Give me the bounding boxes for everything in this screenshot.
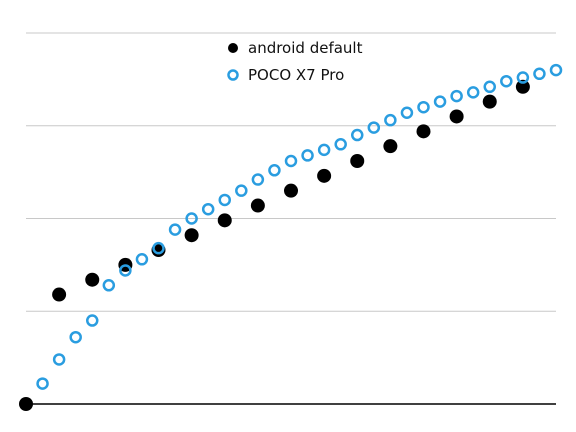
point-poco-x7-pro-20	[367, 121, 381, 134]
point-poco-x7-pro-18	[334, 138, 347, 151]
point-poco-x7-pro-26	[466, 86, 480, 99]
point-poco-x7-pro-3	[86, 314, 99, 327]
point-poco-x7-pro-8	[168, 223, 182, 236]
point-poco-x7-pro-10	[201, 202, 215, 216]
point-poco-x7-pro-28	[500, 74, 513, 88]
point-android-default-9	[317, 168, 332, 183]
point-android-default-12	[416, 124, 431, 139]
point-poco-x7-pro-21	[384, 113, 397, 127]
legend-marker-android-default	[228, 43, 238, 53]
point-poco-x7-pro-17	[317, 143, 331, 157]
series-layer	[19, 63, 563, 411]
point-android-default-10	[350, 153, 365, 168]
legend-label-android-default: android default	[248, 39, 363, 57]
point-poco-x7-pro-29	[516, 71, 530, 84]
legend: android default POCO X7 Pro	[227, 39, 363, 84]
point-poco-x7-pro-30	[533, 67, 546, 81]
point-android-default-2	[85, 272, 100, 287]
point-poco-x7-pro-6	[135, 253, 149, 266]
point-poco-x7-pro-12	[235, 184, 248, 197]
point-poco-x7-pro-11	[218, 193, 231, 207]
point-poco-x7-pro-1	[52, 353, 66, 366]
point-poco-x7-pro-16	[301, 149, 314, 162]
point-poco-x7-pro-2	[69, 330, 82, 344]
legend-item-android-default: android default	[228, 39, 363, 57]
point-android-default-11	[383, 139, 398, 154]
point-poco-x7-pro-4	[102, 279, 116, 292]
series-poco-x7-pro	[36, 63, 563, 390]
point-android-default-13	[449, 109, 464, 124]
point-poco-x7-pro-27	[483, 80, 496, 94]
point-poco-x7-pro-23	[417, 100, 430, 114]
point-android-default-6	[217, 213, 232, 228]
point-poco-x7-pro-14	[268, 164, 281, 177]
point-poco-x7-pro-19	[351, 128, 364, 142]
point-poco-x7-pro-25	[450, 89, 463, 103]
point-android-default-15	[515, 79, 530, 94]
point-poco-x7-pro-5	[119, 264, 132, 277]
legend-item-poco-x7-pro: POCO X7 Pro	[227, 66, 344, 84]
point-android-default-14	[482, 94, 497, 109]
point-poco-x7-pro-15	[284, 154, 298, 168]
point-poco-x7-pro-7	[152, 241, 165, 255]
series-android-default	[19, 79, 530, 411]
point-poco-x7-pro-0	[36, 377, 49, 390]
legend-marker-poco-x7-pro	[227, 69, 239, 81]
point-poco-x7-pro-22	[400, 106, 414, 120]
point-android-default-8	[284, 183, 298, 198]
point-poco-x7-pro-9	[185, 212, 198, 225]
point-android-default-1	[52, 287, 67, 302]
point-poco-x7-pro-24	[433, 95, 447, 108]
point-android-default-4	[151, 243, 166, 258]
point-android-default-5	[184, 228, 199, 243]
point-poco-x7-pro-13	[251, 173, 265, 186]
gridlines	[26, 32, 556, 312]
legend-label-poco-x7-pro: POCO X7 Pro	[248, 66, 344, 84]
point-android-default-0	[19, 397, 33, 411]
point-android-default-7	[250, 198, 265, 213]
point-poco-x7-pro-31	[549, 63, 563, 77]
